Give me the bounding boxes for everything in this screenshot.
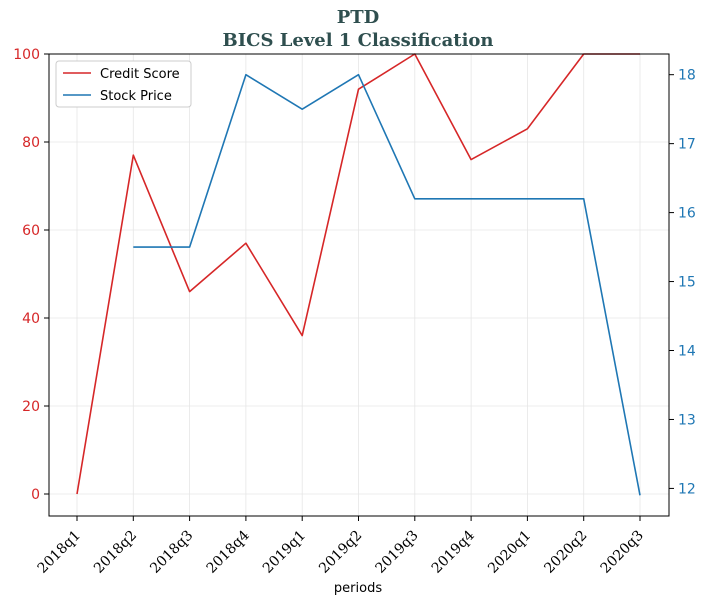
x-axis: 2018q1 2018q2 2018q3 2018q4 2019q1 2019q2 2019…: [35, 516, 647, 577]
right-tick-label-13: 13: [678, 412, 696, 428]
right-tick-label-14: 14: [678, 344, 696, 360]
x-tick-label-2020q2: 2020q2: [541, 528, 590, 577]
x-tick-label-2019q3: 2019q3: [372, 528, 421, 577]
plot-frame: [48, 53, 670, 517]
legend: Credit Score Stock Price: [55, 60, 192, 108]
x-tick-label-2018q1: 2018q1: [35, 528, 84, 577]
x-tick-label-2019q4: 2019q4: [429, 527, 478, 576]
right-tick-label-15: 15: [678, 275, 696, 291]
right-tick-label-18: 18: [678, 68, 696, 84]
left-tick-label-100: 100: [13, 47, 40, 63]
x-tick-label-2020q1: 2020q1: [485, 528, 534, 577]
left-tick-label-60: 60: [22, 223, 40, 239]
x-axis-label: periods: [334, 581, 382, 596]
legend-label-credit-score: Credit Score: [100, 67, 180, 82]
x-tick-label-2018q3: 2018q3: [147, 528, 196, 577]
right-tick-label-16: 16: [678, 206, 696, 222]
series-line-credit-score: [76, 53, 640, 495]
x-tick-label-2018q4: 2018q4: [204, 527, 253, 576]
right-y-axis: 12 13 14 15 16 17 18: [669, 68, 696, 497]
chart-subtitle: BICS Level 1 Classification: [222, 30, 493, 51]
left-y-axis: 0 20 40 60 80 100: [13, 47, 49, 503]
x-tick-label-2019q2: 2019q2: [316, 528, 365, 577]
x-tick-label-2019q1: 2019q1: [260, 528, 309, 577]
right-tick-label-12: 12: [678, 481, 696, 497]
left-tick-label-40: 40: [22, 311, 40, 327]
legend-label-stock-price: Stock Price: [100, 89, 172, 104]
x-tick-label-2018q2: 2018q2: [91, 528, 140, 577]
right-tick-label-17: 17: [678, 137, 696, 153]
left-tick-label-20: 20: [22, 399, 40, 415]
series-line-stock-price: [133, 73, 641, 496]
x-tick-label-2020q3: 2020q3: [598, 528, 647, 577]
left-tick-label-80: 80: [22, 135, 40, 151]
chart-title: PTD: [337, 7, 380, 28]
grid: [49, 53, 669, 516]
plot-area: [76, 53, 641, 496]
left-tick-label-0: 0: [31, 487, 40, 503]
